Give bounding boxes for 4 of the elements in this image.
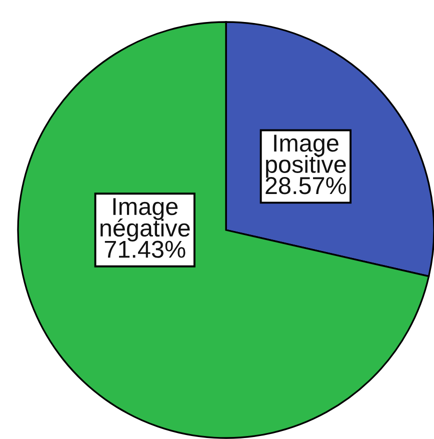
slice-label: Image positive — [266, 134, 346, 178]
slice-label: Image négative — [100, 198, 190, 242]
data-label: 28.57% — [266, 177, 346, 194]
data-label: 71.43% — [104, 240, 186, 258]
